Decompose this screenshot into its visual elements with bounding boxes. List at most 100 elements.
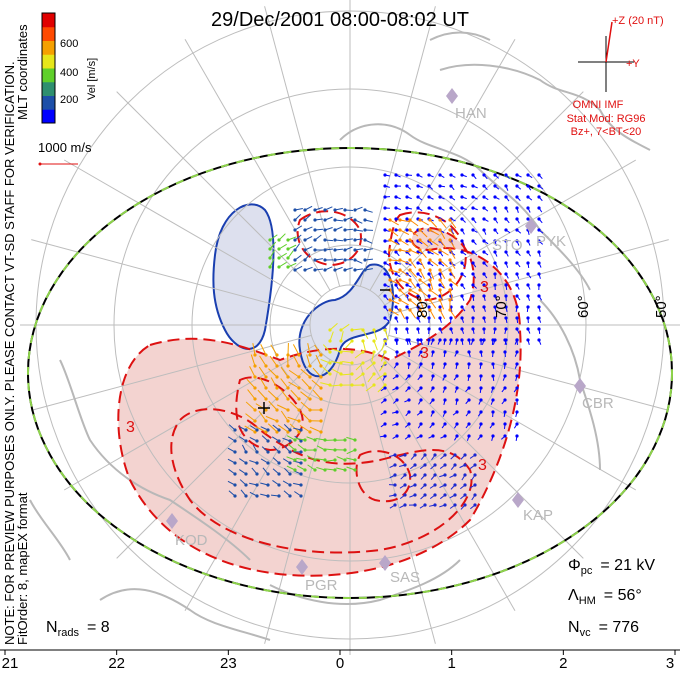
velocity-vector <box>259 355 268 368</box>
velocity-vector <box>408 503 417 507</box>
velocity-vector <box>482 272 488 279</box>
velocity-vector <box>383 261 390 266</box>
velocity-vector <box>383 294 389 301</box>
velocity-vector <box>265 415 279 423</box>
velocity-vector <box>258 366 268 379</box>
velocity-vector <box>515 305 519 313</box>
velocity-vector <box>260 493 270 498</box>
velocity-vector <box>482 228 487 235</box>
velocity-vector <box>526 294 530 301</box>
mlt-meridian <box>384 344 637 491</box>
velocity-vector <box>537 327 541 335</box>
velocity-vector <box>428 298 437 309</box>
fitorder-label: FitOrder: 8, mapEX format <box>15 492 30 645</box>
negative-potential-cell-center <box>298 263 394 378</box>
velocity-vector <box>417 386 423 392</box>
velocity-vector <box>493 316 497 324</box>
velocity-vector <box>398 248 410 253</box>
velocity-vector <box>448 248 456 259</box>
velocity-vector <box>427 173 434 178</box>
velocity-vector <box>443 350 447 358</box>
velocity-vector <box>277 233 286 242</box>
velocity-vector <box>491 338 495 346</box>
velocity-vector <box>363 218 373 223</box>
velocity-vector <box>326 458 337 462</box>
velocity-vector <box>460 503 467 510</box>
velocity-vector <box>394 261 401 265</box>
velocity-vector <box>537 206 543 213</box>
station-han: HAN <box>455 105 487 122</box>
velocity-vector <box>408 308 417 319</box>
velocity-vector <box>246 378 257 390</box>
velocity-vector <box>493 173 500 179</box>
velocity-vector <box>503 362 507 370</box>
velocity-vector <box>353 268 363 272</box>
velocity-vector <box>438 195 445 200</box>
velocity-vector <box>441 422 447 429</box>
velocity-vector <box>383 173 390 177</box>
velocity-vector <box>322 344 332 354</box>
velocity-vector <box>482 239 489 245</box>
velocity-vector <box>428 248 439 256</box>
velocity-vector <box>408 218 419 227</box>
velocity-vector <box>438 298 445 310</box>
velocity-vector <box>416 184 423 189</box>
velocity-vector <box>482 305 486 312</box>
colorbar-tick-200: 200 <box>60 94 78 106</box>
velocity-vector <box>418 350 423 357</box>
velocity-vector <box>515 173 522 178</box>
velocity-vector <box>394 195 401 200</box>
velocity-vector <box>400 473 407 480</box>
imf-clock-dial <box>578 21 634 92</box>
mlt-meridian <box>264 363 341 644</box>
velocity-vector <box>515 250 521 256</box>
velocity-vector <box>289 401 301 412</box>
velocity-vector <box>341 383 354 387</box>
velocity-vector <box>469 463 477 469</box>
velocity-vector <box>416 206 423 212</box>
velocity-vector <box>287 443 297 452</box>
velocity-vector <box>341 372 354 376</box>
velocity-vector <box>363 248 373 252</box>
velocity-vector <box>272 424 281 432</box>
velocity-vector <box>427 206 434 211</box>
velocity-vector <box>405 206 413 210</box>
velocity-vector <box>343 238 353 242</box>
velocity-vector <box>501 398 507 405</box>
velocity-vector <box>467 362 471 370</box>
velocity-vector <box>303 205 313 212</box>
velocity-vector <box>330 383 343 387</box>
lambda-subscript: HM <box>579 595 596 607</box>
velocity-vector <box>333 226 343 232</box>
velocity-vector <box>504 217 510 224</box>
velocity-vector <box>427 272 432 279</box>
velocity-vector <box>417 374 423 381</box>
velocity-vector <box>239 479 248 487</box>
velocity-vector <box>286 435 297 442</box>
velocity-vector <box>328 331 334 343</box>
velocity-vector <box>471 327 475 334</box>
velocity-vector <box>471 217 477 224</box>
velocity-vector <box>405 374 411 381</box>
colorbar-label: Vel [m/s] <box>86 58 98 100</box>
velocity-vector <box>383 195 391 199</box>
velocity-vector <box>471 206 478 211</box>
velocity-vector <box>470 503 477 510</box>
velocity-vector <box>372 328 378 340</box>
velocity-vector <box>257 389 268 401</box>
velocity-vector <box>471 493 477 501</box>
velocity-vector <box>504 272 509 279</box>
velocity-vector <box>336 467 347 472</box>
coords-label: MLT coordinates <box>15 24 30 120</box>
velocity-vector <box>238 425 248 432</box>
velocity-vector <box>316 445 327 452</box>
mlt-meridian <box>377 91 584 298</box>
velocity-vector <box>389 503 397 509</box>
velocity-vector <box>427 184 434 190</box>
velocity-vector <box>293 265 303 272</box>
velocity-vector <box>493 283 497 291</box>
velocity-vector <box>380 398 387 404</box>
velocity-vector <box>398 218 410 223</box>
velocity-vector <box>320 358 332 365</box>
